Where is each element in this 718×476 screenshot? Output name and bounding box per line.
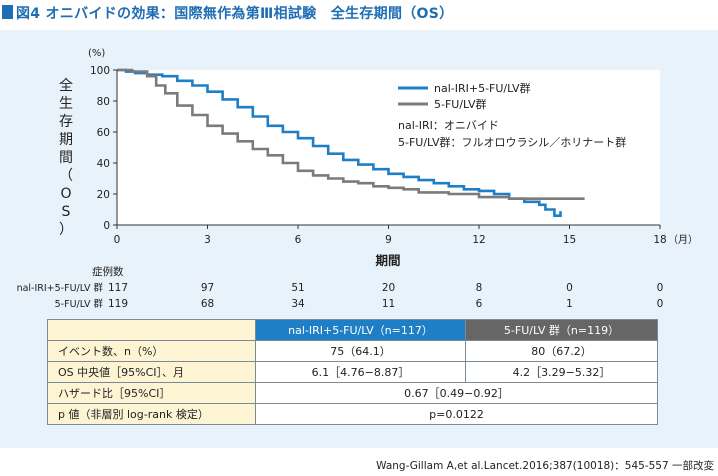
table-row: OS 中央値［95%CI］、月 6.1［4.76−8.87］ 4.2［3.29−… bbox=[47, 361, 658, 383]
risk-value: 6 bbox=[476, 298, 483, 310]
km-curve-nal-iri bbox=[117, 68, 562, 217]
risk-value: 0 bbox=[657, 282, 664, 294]
risk-value: 0 bbox=[657, 298, 664, 310]
figure-header: 図4 オニバイドの効果：国際無作為第Ⅲ相試験 全生存期間（OS） bbox=[0, 0, 718, 28]
risk-value: 34 bbox=[291, 298, 305, 310]
y-unit-label: (%) bbox=[88, 48, 105, 59]
risk-value: 51 bbox=[291, 282, 304, 294]
cell-merged: 0.67［0.49−0.92］ bbox=[255, 382, 658, 404]
row-label: OS 中央値［95%CI］、月 bbox=[47, 361, 256, 383]
x-tick-label: 6 bbox=[295, 234, 302, 246]
header-5fu: 5-FU/LV 群（n=119） bbox=[465, 319, 658, 341]
x-tick-label: 12 bbox=[472, 234, 485, 246]
x-tick-label: 9 bbox=[385, 234, 392, 246]
y-tick-label: 0 bbox=[103, 220, 110, 232]
risk-value: 119 bbox=[108, 298, 128, 310]
legend-note: 5-FU/LV群：フルオロウラシル／ホリナート群 bbox=[398, 135, 626, 149]
y-tick-label: 80 bbox=[97, 96, 110, 108]
x-tick-label: 0 bbox=[114, 234, 121, 246]
risk-value: 8 bbox=[476, 282, 483, 294]
figure-title: 図4 オニバイドの効果：国際無作為第Ⅲ相試験 全生存期間（OS） bbox=[16, 6, 454, 22]
x-tick-label: 15 bbox=[563, 234, 576, 246]
table-header-row: nal-IRI+5-FU/LV（n=117） 5-FU/LV 群（n=119） bbox=[47, 319, 658, 341]
risk-value: 0 bbox=[566, 282, 573, 294]
risk-value: 11 bbox=[382, 298, 395, 310]
y-tick-label: 100 bbox=[90, 65, 110, 77]
x-unit-label: （月） bbox=[668, 234, 698, 246]
risk-value: 97 bbox=[201, 282, 214, 294]
risk-table-title: 症例数 bbox=[92, 265, 124, 278]
header-nal-iri: nal-IRI+5-FU/LV（n=117） bbox=[255, 319, 466, 341]
table-row: ハザード比［95%CI］ 0.67［0.49−0.92］ bbox=[47, 382, 658, 404]
legend-note: nal-IRI：オニバイド bbox=[398, 119, 499, 132]
legend-label: nal-IRI+5-FU/LV群 bbox=[434, 81, 531, 95]
cell-5fu: 4.2［3.29−5.32］ bbox=[465, 361, 658, 383]
km-curve-5fu bbox=[117, 68, 585, 200]
title-marker bbox=[2, 5, 13, 19]
cell-merged: p=0.0122 bbox=[255, 403, 658, 425]
cell-nal-iri: 6.1［4.76−8.87］ bbox=[255, 361, 466, 383]
y-tick-label: 40 bbox=[97, 158, 110, 170]
risk-row-label: nal-IRI+5-FU/LV 群 bbox=[17, 282, 104, 294]
y-tick-label: 60 bbox=[97, 127, 110, 139]
risk-value: 20 bbox=[382, 282, 395, 294]
cell-5fu: 80（67.2） bbox=[465, 340, 658, 362]
citation: Wang-Gillam A,et al.Lancet.2016;387(1001… bbox=[376, 460, 714, 472]
risk-row-label: 5-FU/LV 群 bbox=[55, 298, 104, 310]
legend-label: 5-FU/LV群 bbox=[434, 97, 487, 111]
cell-nal-iri: 75（64.1） bbox=[255, 340, 466, 362]
table-row: p 値（非層別 log-rank 検定） p=0.0122 bbox=[47, 403, 658, 425]
risk-value: 68 bbox=[201, 298, 214, 310]
table-row: イベント数、n（%） 75（64.1） 80（67.2） bbox=[47, 340, 658, 362]
table-corner-cell bbox=[47, 319, 256, 341]
row-label: ハザード比［95%CI］ bbox=[47, 382, 256, 404]
risk-value: 1 bbox=[566, 298, 573, 310]
x-tick-label: 18 bbox=[653, 234, 666, 246]
row-label: イベント数、n（%） bbox=[47, 340, 256, 362]
row-label: p 値（非層別 log-rank 検定） bbox=[47, 403, 256, 425]
outcome-table: nal-IRI+5-FU/LV（n=117） 5-FU/LV 群（n=119） … bbox=[47, 319, 658, 425]
x-axis-title: 期間 bbox=[375, 253, 400, 268]
risk-value: 117 bbox=[108, 282, 128, 294]
y-tick-label: 20 bbox=[97, 189, 110, 201]
x-tick-label: 3 bbox=[204, 234, 211, 246]
y-axis-title: 全生存期間（ O S） bbox=[59, 77, 73, 238]
